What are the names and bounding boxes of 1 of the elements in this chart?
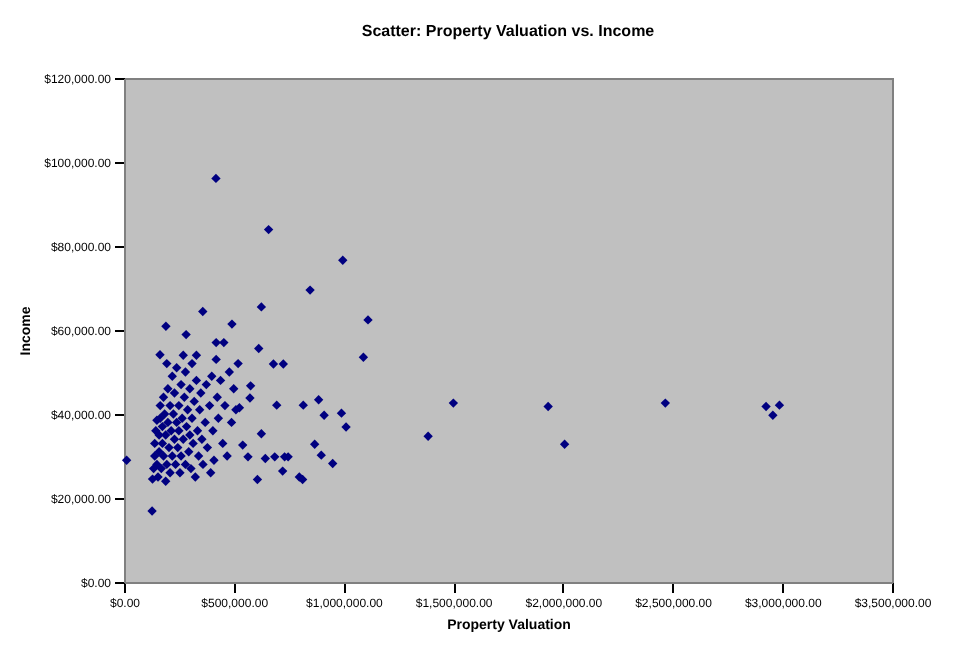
chart-title: Scatter: Property Valuation vs. Income (361, 22, 656, 40)
